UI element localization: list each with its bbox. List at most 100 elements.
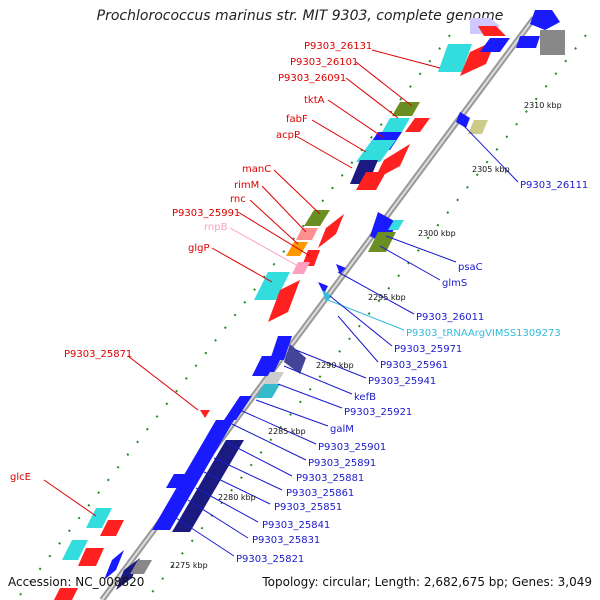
scale-tick-labels: 2275 kbp 2280 kbp 2285 kbp 2290 kbp 2295…: [170, 101, 562, 570]
gene-arrow[interactable]: [350, 160, 378, 184]
gene-label[interactable]: psaC: [458, 262, 483, 273]
gene-label[interactable]: rnpB: [204, 222, 228, 233]
gene-arrow[interactable]: [254, 272, 290, 300]
leader-line: [327, 99, 385, 139]
gene-label[interactable]: fabF: [286, 114, 308, 125]
gene-arrow[interactable]: [78, 548, 104, 566]
gene-arrow[interactable]: [270, 336, 292, 360]
gene-arrow[interactable]: [356, 172, 386, 190]
gene-label[interactable]: P9303_25971: [394, 344, 462, 355]
gene-label[interactable]: glcE: [10, 472, 31, 483]
gene-label[interactable]: P9303_25991: [172, 208, 240, 219]
gene-label[interactable]: P9303_25891: [308, 458, 376, 469]
gene-arrow[interactable]: [130, 560, 152, 574]
gene-label[interactable]: P9303_26091: [278, 73, 346, 84]
gene-arrow[interactable]: [540, 30, 565, 55]
leader-line: [337, 315, 379, 363]
leader-line: [379, 245, 441, 281]
leader-line: [311, 119, 367, 153]
scale-tick-label: 2285 kbp: [268, 427, 306, 436]
gene-arrow[interactable]: [284, 344, 306, 374]
gene-arrow[interactable]: [468, 120, 488, 134]
leader-line: [329, 295, 393, 347]
leader-line: [211, 247, 273, 283]
gene-arrow[interactable]: [296, 228, 318, 240]
leader-line: [355, 61, 413, 107]
gene-arrow[interactable]: [104, 550, 124, 580]
gene-arrow[interactable]: [388, 220, 404, 230]
gene-arrow[interactable]: [86, 508, 112, 528]
gene-arrow[interactable]: [172, 440, 244, 532]
gene-arrow[interactable]: [374, 144, 410, 180]
leader-line: [225, 441, 293, 477]
gene-label[interactable]: P9303_25861: [286, 488, 354, 499]
scale-tick-label: 2290 kbp: [316, 361, 354, 370]
gene-label[interactable]: P9303_26111: [520, 180, 588, 191]
leader-line: [385, 235, 457, 263]
gene-label[interactable]: glmS: [442, 278, 467, 289]
gene-arrow[interactable]: [438, 44, 472, 72]
gene-label[interactable]: P9303_25871: [64, 349, 132, 360]
gene-label[interactable]: manC: [242, 164, 271, 175]
gene-arrow[interactable]: [200, 410, 210, 418]
gene-arrow[interactable]: [480, 38, 510, 52]
leader-line: [371, 49, 441, 69]
gene-label[interactable]: P9303_tRNAArgVIMSS1309273: [406, 328, 561, 339]
labels-blue: P9303_26111 psaC glmS P9303_26011 P9303_…: [236, 180, 588, 565]
gene-arrow[interactable]: [318, 282, 328, 294]
gene-label[interactable]: P9303_26101: [290, 57, 358, 68]
leader-line: [283, 365, 353, 395]
gene-arrow[interactable]: [62, 540, 88, 560]
gene-label[interactable]: P9303_25851: [274, 502, 342, 513]
gene-label[interactable]: P9303_25821: [236, 554, 304, 565]
gene-label[interactable]: P9303_26011: [416, 312, 484, 323]
gene-arrow[interactable]: [318, 214, 344, 248]
gene-arrow[interactable]: [116, 558, 140, 590]
scale-tick-label: 2275 kbp: [170, 561, 208, 570]
gene-label[interactable]: P9303_25831: [252, 535, 320, 546]
gene-label[interactable]: P9303_25901: [318, 442, 386, 453]
gene-arrow[interactable]: [516, 36, 540, 48]
gene-label[interactable]: P9303_25921: [344, 407, 412, 418]
gene-arrow[interactable]: [405, 118, 430, 132]
leader-line: [255, 399, 329, 427]
gene-arrow[interactable]: [382, 118, 410, 132]
leader-line: [229, 227, 299, 267]
gene-label[interactable]: P9303_26131: [304, 41, 372, 52]
gene-label[interactable]: rimM: [234, 180, 259, 191]
gene-arrow[interactable]: [224, 396, 252, 420]
gene-arrow[interactable]: [478, 26, 506, 36]
gene-arrow[interactable]: [252, 356, 282, 376]
leader-lines: [43, 49, 519, 557]
gene-label[interactable]: P9303_25961: [380, 360, 448, 371]
gene-label[interactable]: acpP: [276, 130, 300, 141]
gene-arrow[interactable]: [456, 112, 470, 128]
gene-label[interactable]: kefB: [354, 392, 376, 403]
gene-arrow[interactable]: [152, 420, 234, 530]
gene-label[interactable]: galM: [330, 424, 354, 435]
gene-arrow[interactable]: [100, 520, 124, 536]
gene-label[interactable]: P9303_25881: [296, 473, 364, 484]
gene-label[interactable]: glgP: [188, 243, 210, 254]
gene-arrow[interactable]: [256, 384, 280, 398]
gene-label[interactable]: P9303_25941: [368, 376, 436, 387]
gene-arrow[interactable]: [268, 280, 300, 322]
gene-arrow[interactable]: [262, 372, 284, 386]
leader-line: [273, 169, 321, 215]
gene-label[interactable]: P9303_25841: [262, 520, 330, 531]
accession-text: Accession: NC_008820: [8, 575, 145, 589]
gene-arrow[interactable]: [304, 210, 330, 226]
gene-label[interactable]: rnc: [230, 194, 246, 205]
gene-label[interactable]: tktA: [304, 95, 325, 106]
gene-arrow[interactable]: [356, 140, 396, 162]
gene-arrow[interactable]: [336, 264, 346, 274]
gene-arrow[interactable]: [322, 290, 332, 302]
leader-line: [277, 383, 343, 409]
gene-arrow[interactable]: [54, 588, 78, 600]
gene-arrow[interactable]: [286, 242, 308, 256]
gene-arrow[interactable]: [166, 474, 186, 488]
gene-arrow[interactable]: [530, 10, 560, 30]
labels-pink: rnpB: [204, 222, 228, 233]
leader-line: [249, 199, 299, 245]
gene-arrow[interactable]: [392, 102, 420, 116]
